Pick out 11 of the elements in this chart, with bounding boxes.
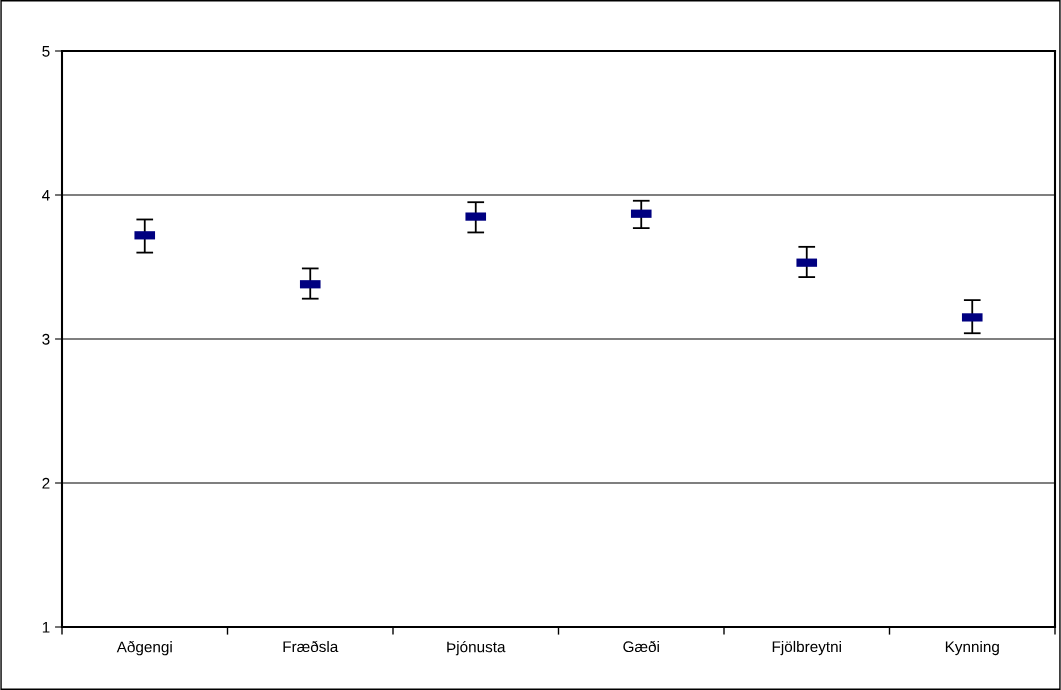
- y-tick-label: 2: [42, 477, 50, 489]
- y-tick-label: 3: [42, 333, 50, 345]
- x-tick-label: Gæði: [623, 640, 659, 653]
- x-tick-label: Kynning: [945, 640, 999, 656]
- x-tick-label: Fræðsla: [283, 640, 339, 653]
- x-tick-label: Fjölbreytni: [772, 640, 841, 656]
- y-tick-label: 4: [42, 190, 50, 201]
- y-tick-label: 5: [42, 46, 50, 57]
- y-tick-label: 1: [42, 622, 50, 633]
- x-tick-label: Aðgengi: [116, 640, 172, 656]
- x-tick-label: Þjónusta: [447, 640, 506, 656]
